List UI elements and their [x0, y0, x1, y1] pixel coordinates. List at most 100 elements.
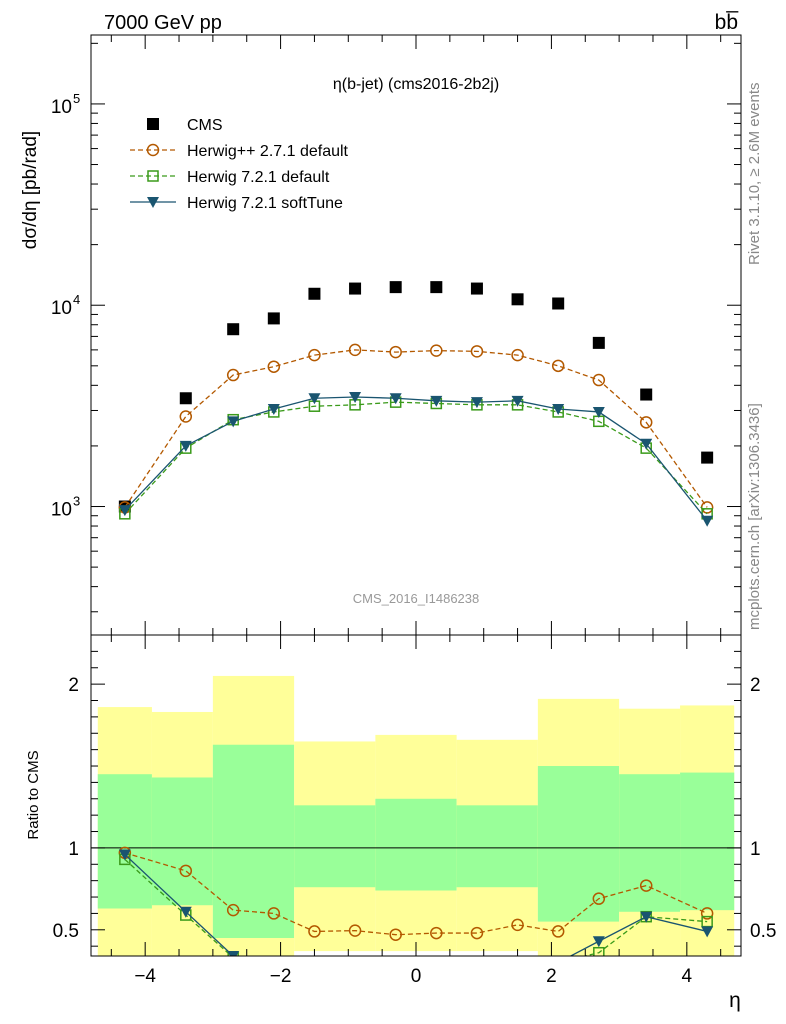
- main-series-point-3-6: [389, 393, 402, 405]
- main-series-point-3-9: [511, 395, 524, 407]
- mcplots-reference-label: mcplots.cern.ch [arXiv:1306.3436]: [746, 403, 763, 630]
- ratio-series-point-2-4: [308, 958, 320, 969]
- ratio-y-tick-label-left: 1: [68, 839, 79, 860]
- ratio-series-point-2-1: [179, 906, 192, 918]
- ratio-y-tick-label-left: 2: [68, 675, 79, 696]
- green-band-5: [456, 805, 538, 888]
- green-band-7: [619, 774, 681, 912]
- ratio-series-point-2-9: [512, 958, 524, 969]
- ratio-series-point-1-6: [391, 958, 401, 968]
- ratio-series-point-2-5: [349, 958, 361, 969]
- main-series-point-1-5: [348, 343, 362, 357]
- header-process-label: bb̅: [715, 11, 740, 34]
- ratio-series-point-2-12: [640, 911, 653, 923]
- legend-label-0: CMS: [187, 117, 223, 134]
- main-series-point-3-2: [227, 416, 240, 428]
- ratio-series-point-1-9: [513, 958, 523, 968]
- ratio-series-point-2-0: [118, 849, 131, 861]
- main-series-point-1-10: [551, 359, 565, 373]
- legend-marker-3: [147, 197, 159, 208]
- green-band-6: [537, 766, 620, 922]
- ratio-series-point-2-13: [701, 926, 714, 938]
- main-y-tick-exponent: 3: [73, 494, 80, 509]
- ratio-series-point-2-6: [390, 958, 402, 969]
- ratio-series-point-0-7: [430, 926, 443, 940]
- x-tick-label: −4: [134, 966, 156, 987]
- ratio-series-point-1-4: [309, 958, 319, 968]
- main-series-point-0-13: [701, 451, 714, 464]
- main-y-tick-exponent: 5: [73, 91, 80, 106]
- main-series-point-0-4: [308, 287, 321, 300]
- main-series-point-3-1: [179, 440, 192, 452]
- plot-title: η(b-jet) (cms2016-2b2j): [333, 76, 499, 93]
- rivet-version-label: Rivet 3.1.10, ≥ 2.6M events: [746, 83, 763, 266]
- ratio-y-tick-label-left: 0.5: [53, 921, 79, 942]
- main-series-point-1-4: [308, 348, 321, 362]
- legend-marker-0: [147, 118, 159, 130]
- x-tick-label: 4: [682, 966, 693, 987]
- main-series-point-0-6: [389, 281, 402, 294]
- ratio-series-point-0-1: [179, 864, 193, 878]
- green-band-0: [97, 774, 152, 909]
- main-series-point-0-1: [179, 392, 192, 405]
- ratio-series-line-2: [124, 853, 708, 956]
- main-series-point-0-8: [470, 282, 483, 295]
- main-series-point-3-0: [118, 505, 131, 517]
- ratio-series-point-0-10: [551, 925, 565, 938]
- ratio-series-point-0-4: [308, 925, 321, 938]
- main-series-point-1-9: [511, 348, 524, 362]
- legend-marker-2: [147, 170, 159, 182]
- green-band-4: [375, 798, 457, 891]
- main-series-point-0-3: [267, 312, 280, 325]
- main-series-point-0-9: [511, 293, 524, 306]
- main-series-point-0-7: [430, 281, 443, 294]
- green-band-2: [212, 744, 295, 938]
- ratio-series-point-1-7: [431, 958, 441, 968]
- ratio-series-line-0: [124, 852, 708, 936]
- ratio-series-point-1-11: [593, 946, 605, 956]
- main-series-point-1-11: [592, 373, 606, 387]
- main-series-point-1-3: [267, 360, 281, 373]
- ratio-series-point-1-5: [350, 958, 360, 968]
- green-band-1: [151, 777, 213, 906]
- ratio-ylabel: Ratio to CMS: [25, 750, 42, 839]
- main-series-point-3-12: [640, 438, 653, 450]
- green-band-8: [680, 772, 735, 911]
- ratio-series-point-0-13: [700, 907, 714, 920]
- main-series-point-1-7: [430, 344, 443, 357]
- main-series-line-3: [124, 396, 708, 522]
- main-series-line-2: [124, 401, 708, 515]
- x-axis-label: η: [729, 989, 741, 1012]
- ratio-series-line-1: [124, 858, 708, 956]
- ratio-series-point-0-6: [389, 928, 402, 941]
- x-tick-label: −2: [270, 966, 292, 987]
- ratio-y-tick-label-right: 2: [750, 675, 761, 696]
- ratio-y-tick-label-right: 0.5: [750, 921, 776, 942]
- ratio-series-point-0-5: [348, 924, 362, 937]
- legend-label-2: Herwig 7.2.1 default: [187, 169, 330, 186]
- main-ylabel: dσ/dη [pb/rad]: [20, 131, 41, 249]
- main-series-layer: [118, 281, 714, 527]
- main-series-line-1: [124, 349, 708, 508]
- main-series-point-0-2: [227, 323, 240, 336]
- ratio-series-point-1-8: [472, 958, 482, 968]
- legend-label-3: Herwig 7.2.1 softTune: [187, 195, 343, 212]
- ratio-series-point-0-3: [267, 907, 281, 920]
- ratio-series-point-2-8: [471, 958, 483, 969]
- main-series-point-3-13: [701, 515, 714, 527]
- ratio-series-layer: [118, 846, 714, 969]
- main-series-point-1-1: [179, 410, 193, 423]
- legend-label-1: Herwig++ 2.7.1 default: [187, 143, 349, 160]
- legend-marker-1: [146, 143, 160, 157]
- main-series-point-3-3: [267, 404, 280, 416]
- main-y-tick-label: 10: [51, 97, 72, 118]
- main-y-tick-label: 10: [51, 298, 72, 319]
- green-band-3: [294, 805, 376, 888]
- main-series-point-3-11: [592, 406, 605, 418]
- ratio-series-point-2-7: [430, 958, 442, 969]
- header-energy-label: 7000 GeV pp: [104, 12, 222, 34]
- x-tick-label: 0: [411, 966, 422, 987]
- main-series-point-0-11: [592, 336, 605, 349]
- ratio-series-point-0-11: [592, 892, 606, 905]
